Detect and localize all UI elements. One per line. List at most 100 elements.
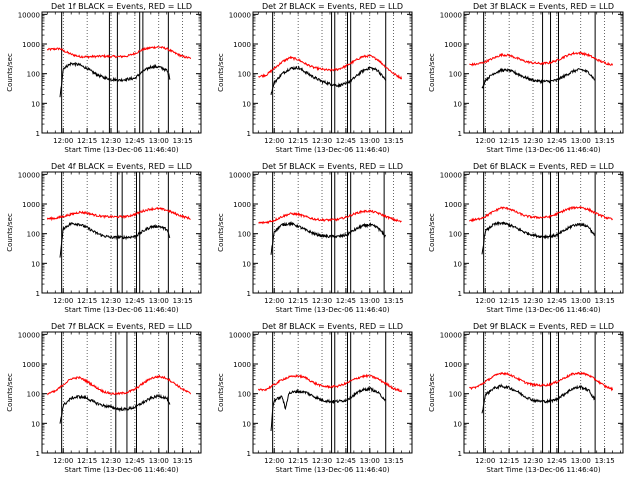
y-tick-label: 100 [27,71,40,79]
y-tick-label: 10000 [18,171,40,179]
det-panel: Det 3f BLACK = Events, RED = LLD 1 10 100 10… [428,2,624,154]
det-panel: Det 5f BLACK = Events, RED = LLD 1 10 100 10… [217,162,413,314]
events-series-line [270,385,386,432]
y-tick-label: 1000 [233,41,251,49]
x-tick-label: 12:15 [499,297,519,305]
x-tick-label: 12:45 [547,297,567,305]
lld-series-line [46,45,192,60]
plot-frame [252,331,413,454]
x-tick-label: 13:15 [595,297,615,305]
x-tick-label: 13:15 [384,137,404,145]
x-tick-label: 12:15 [288,137,308,145]
x-tick-label: 12:45 [336,137,356,145]
y-tick-label: 10 [453,420,462,428]
x-axis-label: Start Time (13-Dec-06 11:46:40) [275,146,389,154]
events-series-line [270,65,387,95]
y-axis-label: Counts/sec [217,53,225,92]
x-tick-label: 13:15 [384,457,404,465]
det-panel: Det 8f BLACK = Events, RED = LLD 1 10 100 10… [217,322,413,474]
x-tick-label: 12:00 [264,297,284,305]
det-panel: Det 4f BLACK = Events, RED = LLD 1 10 100 10… [6,162,202,314]
y-tick-label: 1 [247,450,251,458]
lld-series-line [257,373,403,393]
lld-series-line [46,374,192,396]
y-tick-label: 1 [247,290,251,298]
x-tick-label: 12:00 [475,297,495,305]
x-axis-label: Start Time (13-Dec-06 11:46:40) [275,466,389,474]
panel-title: Det 4f BLACK = Events, RED = LLD [51,162,192,171]
x-tick-label: 12:15 [499,137,519,145]
x-tick-label: 13:15 [384,297,404,305]
x-axis-label: Start Time (13-Dec-06 11:46:40) [275,306,389,314]
x-tick-label: 13:00 [360,297,380,305]
y-tick-label: 100 [238,71,251,79]
y-tick-label: 100 [449,71,462,79]
y-tick-label: 10000 [18,331,40,339]
x-tick-label: 12:00 [53,137,73,145]
plot-frame [41,171,202,294]
x-tick-label: 12:15 [77,457,97,465]
y-tick-label: 10000 [440,11,462,19]
events-series-line [481,383,596,414]
plot-frame [41,11,202,134]
x-tick-label: 13:15 [173,297,193,305]
y-tick-label: 100 [27,231,40,239]
x-tick-label: 12:45 [125,297,145,305]
y-tick-label: 100 [449,231,462,239]
plot-frame [41,331,202,454]
y-tick-label: 100 [449,391,462,399]
y-tick-label: 10000 [440,171,462,179]
panel-title: Det 8f BLACK = Events, RED = LLD [262,322,403,331]
y-tick-label: 1000 [444,361,462,369]
y-tick-label: 1 [36,450,40,458]
x-tick-label: 12:45 [336,457,356,465]
x-tick-label: 12:30 [101,297,121,305]
lld-series-line [469,371,614,392]
x-tick-label: 13:00 [571,457,591,465]
lld-series-line [469,51,614,67]
x-tick-label: 12:30 [101,137,121,145]
det-panel: Det 6f BLACK = Events, RED = LLD 1 10 100 10… [428,162,624,314]
panel-title: Det 3f BLACK = Events, RED = LLD [473,2,614,11]
y-tick-label: 1000 [22,41,40,49]
y-axis-label: Counts/sec [428,213,436,252]
y-axis-label: Counts/sec [428,373,436,412]
x-tick-label: 13:15 [595,457,615,465]
x-axis-label: Start Time (13-Dec-06 11:46:40) [486,146,600,154]
y-tick-label: 1 [36,130,40,138]
events-series-line [481,67,596,89]
y-tick-label: 100 [238,231,251,239]
x-tick-label: 13:15 [173,457,193,465]
panel-title: Det 1f BLACK = Events, RED = LLD [51,2,192,11]
x-tick-label: 13:00 [149,297,169,305]
y-tick-label: 10 [242,100,251,108]
y-axis-label: Counts/sec [428,53,436,92]
x-tick-label: 12:45 [336,297,356,305]
x-tick-label: 12:30 [312,297,332,305]
x-tick-label: 13:15 [173,137,193,145]
panel-title: Det 2f BLACK = Events, RED = LLD [262,2,403,11]
y-tick-label: 1 [458,450,462,458]
x-tick-label: 12:30 [312,137,332,145]
y-tick-label: 10 [31,260,40,268]
lld-series-line [468,205,613,223]
y-tick-label: 1000 [444,201,462,209]
x-tick-label: 12:45 [125,457,145,465]
x-tick-label: 12:45 [547,137,567,145]
y-tick-label: 1000 [233,361,251,369]
y-tick-label: 1 [247,130,251,138]
y-tick-label: 10 [453,260,462,268]
y-tick-label: 1000 [22,201,40,209]
events-series-line [59,61,171,98]
x-tick-label: 12:15 [77,297,97,305]
x-tick-label: 12:30 [523,457,543,465]
plot-frame [463,11,624,134]
x-tick-label: 12:15 [499,457,519,465]
x-tick-label: 12:30 [523,297,543,305]
x-tick-label: 12:00 [264,457,284,465]
x-tick-label: 13:00 [149,137,169,145]
x-tick-label: 12:45 [125,137,145,145]
y-tick-label: 1 [36,290,40,298]
